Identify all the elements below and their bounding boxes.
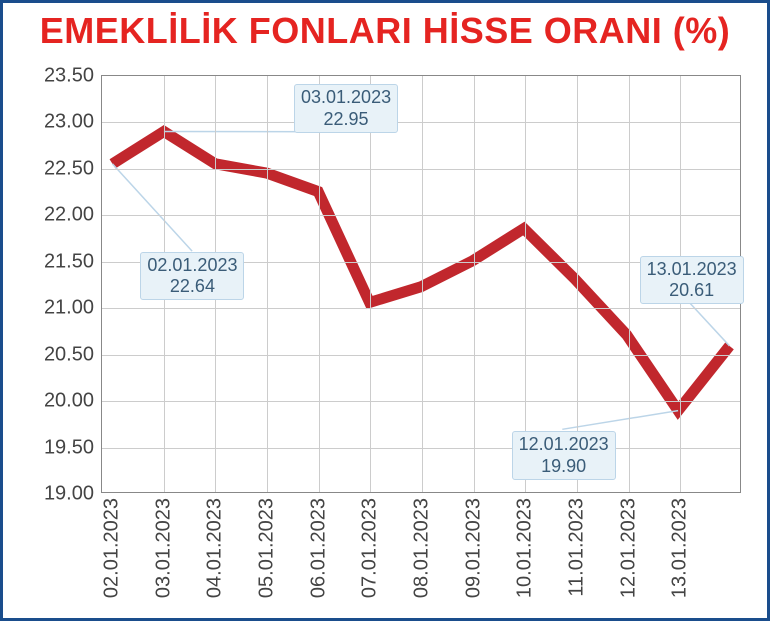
x-tick-label: 02.01.2023 [101, 492, 124, 598]
callout: 02.01.202322.64 [140, 252, 244, 300]
gridline-v [319, 76, 320, 492]
x-tick-label: 07.01.2023 [359, 492, 382, 598]
x-tick-label: 11.01.2023 [566, 492, 589, 597]
x-tick-label: 06.01.2023 [307, 492, 330, 598]
gridline-v [267, 76, 268, 492]
gridline-h [102, 448, 740, 449]
gridline-v [525, 76, 526, 492]
x-tick-label: 10.01.2023 [514, 492, 537, 598]
x-tick-label: 05.01.2023 [256, 492, 279, 598]
y-tick-label: 19.50 [44, 436, 102, 459]
x-tick-label: 09.01.2023 [462, 492, 485, 598]
y-tick-label: 20.50 [44, 343, 102, 366]
gridline-h [102, 122, 740, 123]
plot-area: 19.0019.5020.0020.5021.0021.5022.0022.50… [101, 75, 741, 493]
y-tick-label: 23.50 [44, 65, 102, 88]
gridline-v [629, 76, 630, 492]
y-tick-label: 23.00 [44, 111, 102, 134]
callout-pointer [690, 303, 730, 346]
chart-title: EMEKLİLİK FONLARI HİSSE ORANI (%) [3, 3, 767, 49]
gridline-h [102, 215, 740, 216]
gridline-h [102, 355, 740, 356]
callout-pointer [112, 164, 192, 251]
y-tick-label: 21.50 [44, 250, 102, 273]
x-tick-label: 13.01.2023 [669, 492, 692, 598]
y-tick-label: 21.00 [44, 297, 102, 320]
x-tick-label: 08.01.2023 [411, 492, 434, 598]
callout: 03.01.202322.95 [294, 84, 398, 132]
x-tick-label: 12.01.2023 [617, 492, 640, 598]
gridline-h [102, 401, 740, 402]
chart-frame: EMEKLİLİK FONLARI HİSSE ORANI (%) 19.001… [0, 0, 770, 621]
callout: 13.01.202320.61 [640, 256, 744, 304]
callout-pointer [562, 411, 678, 430]
y-tick-label: 20.00 [44, 390, 102, 413]
gridline-v [370, 76, 371, 492]
callout: 12.01.202319.90 [512, 431, 616, 479]
x-tick-label: 03.01.2023 [152, 492, 175, 598]
y-tick-label: 19.00 [44, 483, 102, 506]
gridline-h [102, 308, 740, 309]
gridline-v [577, 76, 578, 492]
gridline-h [102, 169, 740, 170]
gridline-v [422, 76, 423, 492]
y-tick-label: 22.50 [44, 157, 102, 180]
x-tick-label: 04.01.2023 [204, 492, 227, 598]
y-tick-label: 22.00 [44, 204, 102, 227]
gridline-v [474, 76, 475, 492]
